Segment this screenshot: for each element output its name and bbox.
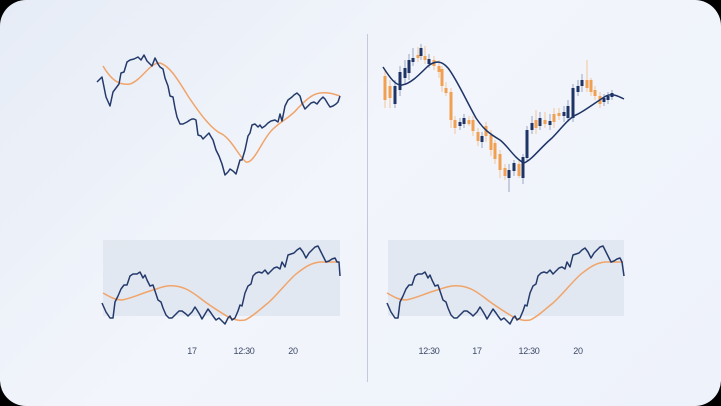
candle-up [548, 121, 552, 125]
right-x-tick: 20 [573, 346, 583, 356]
left-oscillator-line [101, 245, 341, 325]
candle-up [538, 118, 542, 126]
candle-down [593, 90, 597, 96]
candle-up [606, 96, 610, 100]
left-x-tick: 17 [187, 346, 197, 356]
candle-down [498, 154, 502, 170]
candle-up [507, 170, 511, 178]
candle-down [383, 76, 387, 100]
right-oscillator-line [386, 245, 625, 325]
candle-down [444, 88, 448, 93]
candle-down [416, 55, 420, 58]
candle-up [411, 58, 415, 62]
candle-down [437, 66, 441, 72]
candle-up [525, 130, 529, 158]
candle-down [585, 80, 589, 88]
candle-up [566, 106, 570, 118]
left-x-tick: 12:30 [233, 346, 255, 356]
candle-up [407, 60, 411, 73]
right-indicator-panel [386, 240, 625, 325]
candle-down [543, 120, 547, 124]
candle-down [493, 143, 497, 159]
candle-up [419, 48, 423, 56]
candle-down [552, 114, 556, 122]
candle-down [423, 56, 427, 60]
candle-up [427, 59, 431, 64]
candle-up [458, 122, 462, 126]
candle-up [480, 136, 484, 142]
right-x-tick: 12:30 [518, 346, 540, 356]
candle-down [534, 120, 538, 128]
candle-down [557, 113, 561, 116]
candle-down [471, 120, 475, 131]
candle-up [580, 80, 584, 86]
candle-up [562, 112, 566, 116]
candle-down [489, 135, 493, 150]
left-ma-line [102, 62, 341, 163]
candle-down [503, 168, 507, 176]
right-indicator-bg [388, 240, 624, 316]
left-indicator-panel [101, 240, 341, 325]
right-ma-line [382, 61, 625, 164]
candle-down [517, 164, 521, 176]
right-signal-line [386, 261, 623, 322]
candle-up [398, 72, 402, 90]
candle-up [571, 88, 575, 118]
left-indicator-bg [103, 240, 340, 316]
candle-down [440, 69, 444, 86]
candle-down [476, 132, 480, 141]
left-price-line [96, 54, 341, 176]
candle-up [462, 118, 466, 124]
candle-up [602, 98, 606, 102]
candle-up [403, 68, 407, 78]
candle-down [449, 92, 453, 120]
candle-up [576, 86, 580, 92]
candle-up [393, 86, 397, 104]
candle-down [467, 120, 471, 124]
candle-down [453, 120, 457, 128]
panel-divider [367, 34, 368, 382]
candle-down [589, 80, 593, 92]
left-signal-line [102, 261, 339, 322]
candle-up [521, 157, 525, 178]
left-price-chart [96, 54, 341, 176]
right-candlestick-chart [383, 44, 614, 192]
right-x-tick: 12:30 [418, 346, 440, 356]
left-x-tick: 20 [288, 346, 298, 356]
candle-up [530, 123, 534, 130]
right-x-tick: 17 [472, 346, 482, 356]
candle-up [512, 163, 516, 171]
candle-down [388, 86, 392, 98]
